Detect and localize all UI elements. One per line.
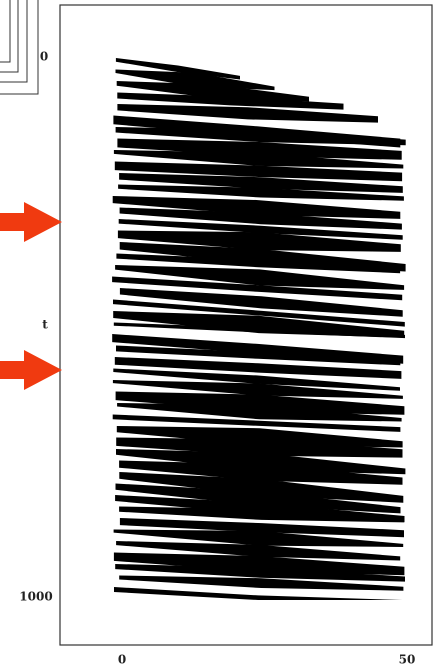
y-tick-label: 1000: [19, 590, 52, 604]
figure: 0 t 1000 0 50: [0, 0, 436, 669]
x-tick-label: 0: [118, 653, 126, 667]
y-axis-label: t: [42, 318, 48, 332]
y-tick-label: 0: [40, 50, 48, 64]
page: 0 t 1000 0 50 (() => { const data = JSON…: [0, 0, 436, 669]
x-tick-label: 50: [399, 653, 416, 667]
